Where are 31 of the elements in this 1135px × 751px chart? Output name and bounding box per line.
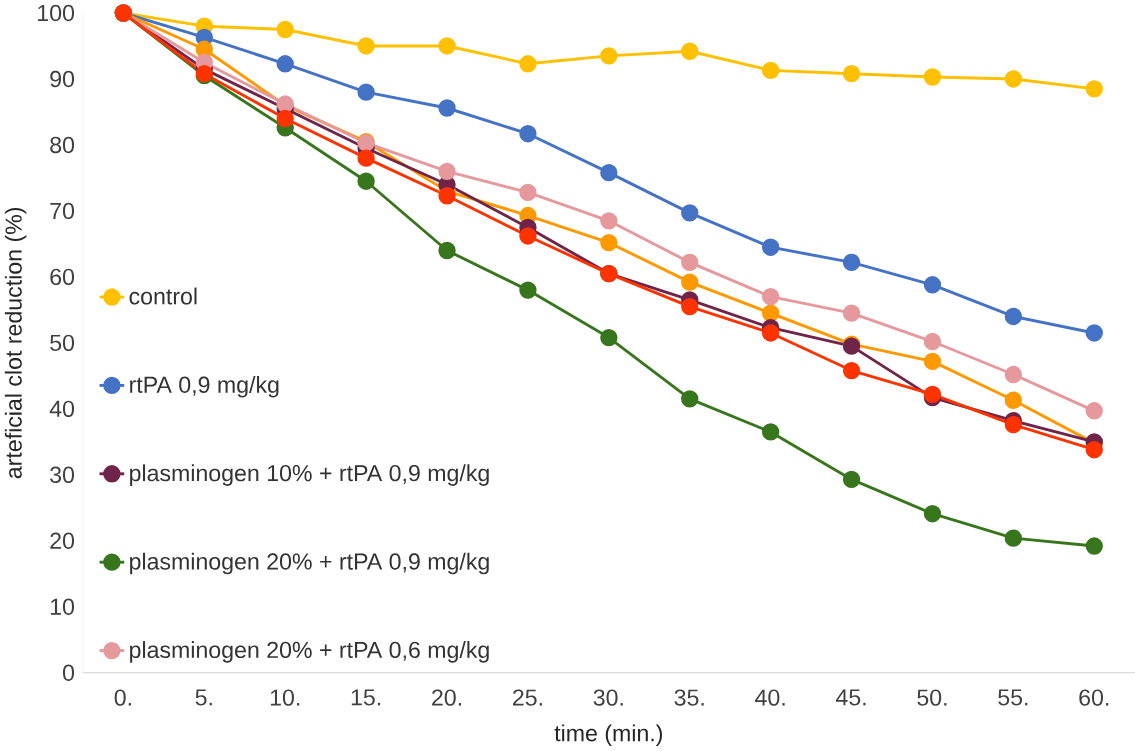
x-tick-label: 30. [593,689,623,706]
y-tick-label: 50 [50,334,75,352]
x-tick-label: 5. [195,689,212,706]
x-tick-label: 20. [432,689,461,706]
y-axis-title: arteficial clot reduction (%) [4,208,27,479]
y-tick-label: 90 [50,70,75,88]
x-tick-label: 40. [755,689,785,706]
x-tick-label: 25. [513,689,542,706]
x-tick-label: 10. [270,689,300,706]
y-tick-label: 60 [50,268,75,286]
legend-label: rtPA 0,9 mg/kg [130,376,279,398]
legend-label: plasminogen 20% + rtPA 0,6 mg/kg [130,641,489,663]
x-axis-title: time (min.) [554,724,663,747]
legend-label: control [129,287,197,305]
y-tick-label: 100 [38,4,75,22]
x-tick-label: 50. [917,689,947,706]
legend-label: plasminogen 20% + rtPA 0,9 mg/kg [130,552,489,575]
legend-label: plasminogen 10% + rtPA 0,9 mg/kg [130,464,489,487]
y-tick-label: 40 [49,400,75,418]
x-tick-label: 35. [674,689,704,706]
y-tick-label: 80 [50,136,75,154]
x-tick-label: 0. [114,689,131,706]
y-tick-label: 30 [50,466,75,484]
y-tick-label: 0 [62,664,75,682]
y-tick-label: 20 [50,532,75,550]
x-tick-label: 15. [351,689,381,706]
y-tick-label: 70 [50,202,75,220]
x-tick-label: 45. [835,689,866,706]
y-tick-label: 10 [50,598,75,616]
x-tick-label: 55. [998,689,1028,706]
x-tick-label: 60. [1079,689,1109,706]
